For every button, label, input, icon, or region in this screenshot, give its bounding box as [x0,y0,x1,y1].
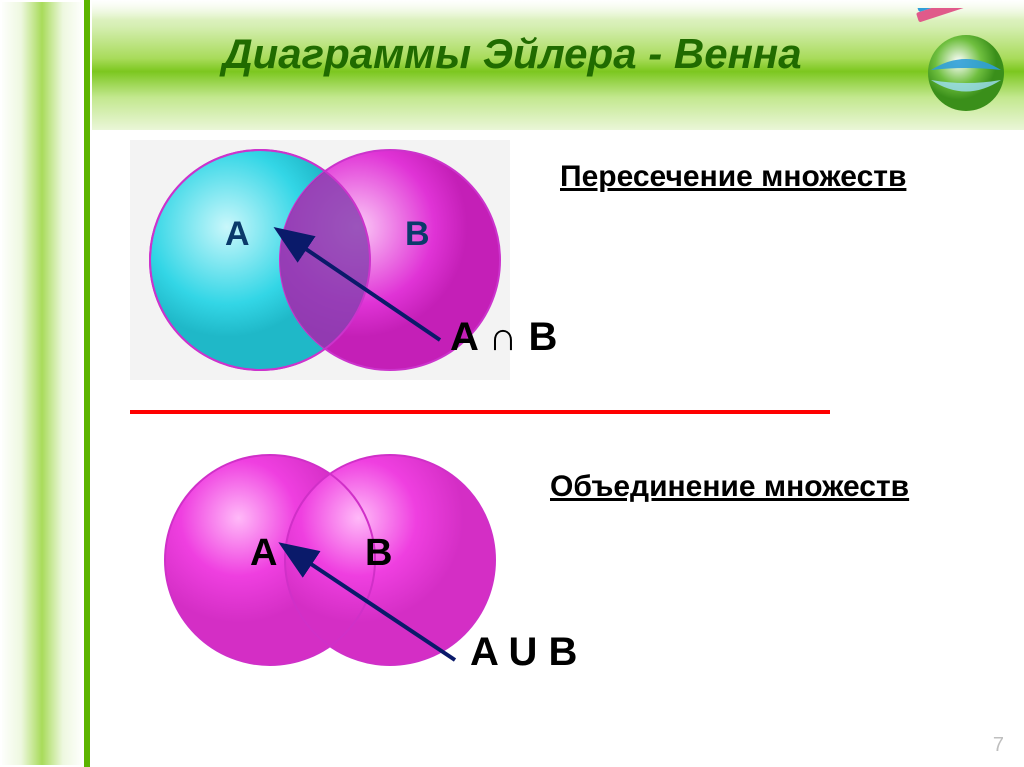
union-formula: A U B [470,630,577,675]
venn-union: A B [140,450,510,670]
left-frame-decoration [0,0,90,767]
page-title: Диаграммы Эйлера - Венна [0,30,1024,78]
union-label-b: B [365,532,392,574]
divider-line [130,410,830,414]
union-label-a: A [250,532,277,574]
intersection-formula: A ∩ B [450,315,557,360]
venn-label-a: A [225,215,250,253]
venn-label-b: B [405,215,430,253]
page-number: 7 [993,734,1004,757]
content-area: A B Пересечение множеств A ∩ B [90,130,1024,767]
intersection-title: Пересечение множеств [560,160,906,194]
union-title: Объединение множеств [550,470,909,504]
logo-globe-books-icon [906,8,1016,118]
